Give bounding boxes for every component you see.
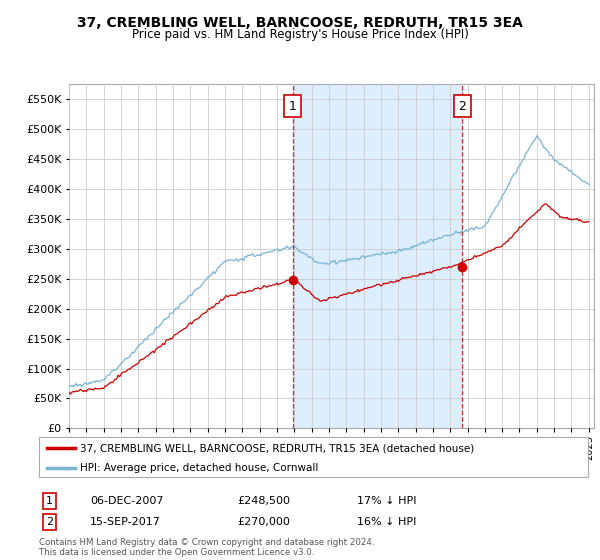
Text: 37, CREMBLING WELL, BARNCOOSE, REDRUTH, TR15 3EA: 37, CREMBLING WELL, BARNCOOSE, REDRUTH, …	[77, 16, 523, 30]
Text: 17% ↓ HPI: 17% ↓ HPI	[357, 496, 416, 506]
Text: 37, CREMBLING WELL, BARNCOOSE, REDRUTH, TR15 3EA (detached house): 37, CREMBLING WELL, BARNCOOSE, REDRUTH, …	[80, 443, 475, 453]
Text: 2: 2	[46, 517, 53, 527]
Text: HPI: Average price, detached house, Cornwall: HPI: Average price, detached house, Corn…	[80, 463, 319, 473]
Text: 06-DEC-2007: 06-DEC-2007	[90, 496, 163, 506]
Text: Contains HM Land Registry data © Crown copyright and database right 2024.
This d: Contains HM Land Registry data © Crown c…	[39, 538, 374, 557]
Text: 1: 1	[289, 100, 297, 113]
Text: 1: 1	[46, 496, 53, 506]
Text: 15-SEP-2017: 15-SEP-2017	[90, 517, 161, 527]
Text: 16% ↓ HPI: 16% ↓ HPI	[357, 517, 416, 527]
Bar	[293, 84, 463, 428]
Text: £248,500: £248,500	[237, 496, 290, 506]
Text: Price paid vs. HM Land Registry's House Price Index (HPI): Price paid vs. HM Land Registry's House …	[131, 28, 469, 41]
Text: £270,000: £270,000	[237, 517, 290, 527]
Text: 2: 2	[458, 100, 466, 113]
